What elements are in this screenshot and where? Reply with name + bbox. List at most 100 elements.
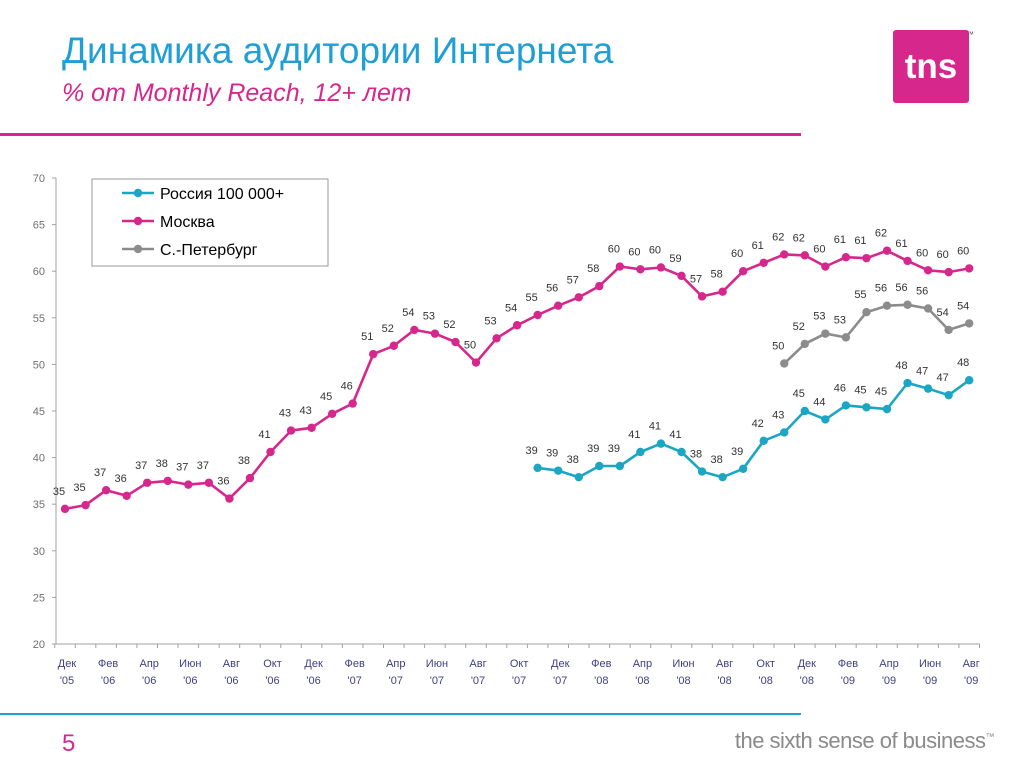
data-point-moscow xyxy=(636,265,645,274)
data-point-spb xyxy=(965,319,974,328)
top-divider xyxy=(0,133,801,136)
data-label-moscow: 60 xyxy=(813,244,825,256)
data-label-moscow: 38 xyxy=(238,455,250,467)
legend-label-spb: С.-Петербург xyxy=(160,242,258,259)
data-point-russia xyxy=(944,390,953,400)
data-label-moscow: 37 xyxy=(94,467,106,479)
x-tick-label-month: Июн xyxy=(179,658,201,670)
data-point-moscow xyxy=(554,301,563,310)
data-point-moscow xyxy=(245,473,255,483)
data-point-moscow xyxy=(410,325,419,335)
x-tick-label-month: Апр xyxy=(633,658,652,670)
data-label-russia: 48 xyxy=(895,360,907,372)
tagline-text: the sixth sense of business xyxy=(734,728,986,753)
data-point-russia xyxy=(841,401,851,410)
data-label-moscow: 41 xyxy=(258,429,270,441)
data-point-spb xyxy=(903,300,912,309)
data-label-russia: 42 xyxy=(752,418,764,430)
data-label-spb: 53 xyxy=(834,314,846,326)
data-point-moscow xyxy=(821,262,830,271)
data-label-russia: 44 xyxy=(813,396,825,408)
data-label-russia: 39 xyxy=(731,446,743,458)
data-point-moscow xyxy=(780,250,789,259)
data-point-moscow xyxy=(471,358,481,367)
logo-trademark: ™ xyxy=(966,30,974,39)
series-line-spb xyxy=(783,303,970,365)
data-label-moscow: 37 xyxy=(197,460,209,472)
data-label-moscow: 38 xyxy=(156,458,168,470)
data-point-moscow xyxy=(965,264,974,273)
data-label-moscow: 61 xyxy=(895,238,907,250)
data-point-moscow xyxy=(512,321,522,330)
data-point-moscow xyxy=(882,246,892,255)
data-point-moscow xyxy=(369,349,378,359)
x-tick-label-year: '08 xyxy=(717,675,731,687)
x-tick-label-month: Июн xyxy=(672,658,694,670)
data-label-russia: 39 xyxy=(608,443,620,455)
data-label-russia: 41 xyxy=(649,421,661,433)
data-label-moscow: 60 xyxy=(957,245,969,257)
x-tick-label-year: '07 xyxy=(512,675,526,687)
legend-label-moscow: Москва xyxy=(160,214,215,231)
y-tick-label: 55 xyxy=(33,313,45,325)
x-tick-label-year: '06 xyxy=(224,675,238,687)
data-label-moscow: 35 xyxy=(53,486,65,498)
y-tick-label: 60 xyxy=(33,266,45,278)
data-label-moscow: 62 xyxy=(772,231,784,243)
data-point-moscow xyxy=(204,478,214,487)
x-tick-label-month: Авг xyxy=(223,658,240,670)
data-point-russia xyxy=(697,467,707,476)
data-label-russia: 38 xyxy=(690,449,702,461)
x-tick-label-month: Авг xyxy=(469,658,486,670)
data-label-spb: 56 xyxy=(895,282,907,294)
data-label-moscow: 58 xyxy=(710,269,722,281)
data-point-moscow xyxy=(101,486,111,495)
data-point-spb xyxy=(923,304,933,313)
data-label-moscow: 57 xyxy=(690,273,702,285)
x-tick-label-year: '09 xyxy=(923,675,937,687)
tagline: the sixth sense of business™ xyxy=(734,728,995,754)
data-label-moscow: 56 xyxy=(546,283,558,295)
data-point-moscow xyxy=(862,253,871,263)
data-label-russia: 45 xyxy=(875,386,887,398)
x-tick-label-year: '07 xyxy=(553,675,567,687)
page-number: 5 xyxy=(62,730,76,757)
line-chart: 20 25 30 35 40 45 50 55 60 65 70 Дек '05 Фев '06 Апр '06… xyxy=(33,173,980,687)
slide-title: Динамика аудитории Интернета xyxy=(62,30,614,71)
data-point-spb xyxy=(944,325,953,335)
data-label-russia: 39 xyxy=(587,443,599,455)
x-tick-label-month: Апр xyxy=(386,658,405,670)
data-label-russia: 41 xyxy=(669,429,681,441)
data-label-russia: 39 xyxy=(526,445,538,457)
data-point-russia xyxy=(780,428,789,437)
data-label-moscow: 37 xyxy=(135,460,147,472)
data-point-russia xyxy=(862,403,871,412)
data-label-moscow: 37 xyxy=(176,462,188,474)
data-point-moscow xyxy=(615,262,625,271)
x-tick-label-year: '09 xyxy=(841,675,855,687)
x-tick-label-month: Фев xyxy=(98,658,118,670)
data-point-russia xyxy=(656,439,666,448)
data-point-moscow xyxy=(677,271,686,281)
data-point-moscow xyxy=(738,267,748,276)
x-tick-label-year: '08 xyxy=(676,675,690,687)
data-label-moscow: 52 xyxy=(382,323,394,335)
x-tick-label-year: '07 xyxy=(471,675,485,687)
x-tick-label-year: '06 xyxy=(142,675,156,687)
legend-label-russia: Россия 100 000+ xyxy=(160,186,284,203)
data-label-moscow: 51 xyxy=(361,331,373,343)
data-label-russia: 38 xyxy=(567,454,579,466)
tns-logo: tns xyxy=(893,30,969,103)
data-point-spb xyxy=(862,308,871,317)
data-point-moscow xyxy=(327,409,337,418)
data-point-moscow xyxy=(184,480,193,489)
data-label-spb: 50 xyxy=(772,340,784,352)
data-point-russia xyxy=(533,463,542,473)
x-tick-label-month: Авг xyxy=(963,658,980,670)
y-tick-label: 25 xyxy=(33,592,45,604)
data-point-russia xyxy=(923,384,933,393)
legend-marker-moscow xyxy=(133,216,143,226)
x-tick-label-year: '08 xyxy=(759,675,773,687)
data-point-moscow xyxy=(266,447,275,457)
x-tick-label-month: Дек xyxy=(798,658,817,670)
